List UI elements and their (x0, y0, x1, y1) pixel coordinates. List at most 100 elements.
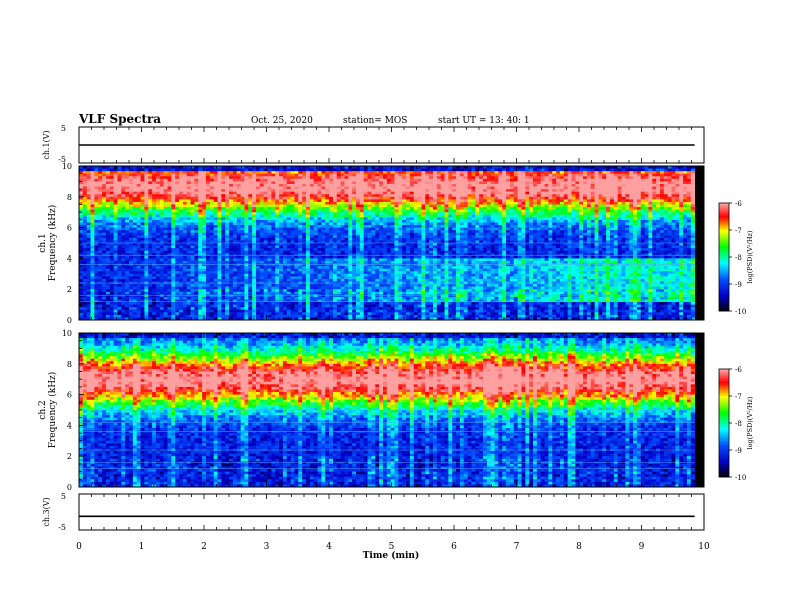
spectrogram-cell (286, 248, 292, 252)
spectrogram-cell (248, 243, 253, 246)
spectrogram-cell (198, 243, 203, 246)
spectrogram-cell (179, 314, 184, 318)
spectrogram-cell (236, 268, 241, 272)
spectrogram-cell (86, 253, 91, 257)
spectrogram-cell (248, 176, 253, 180)
spectrogram-cell (140, 189, 145, 193)
spectrogram-cell (98, 248, 103, 252)
spectrogram-cell (275, 271, 280, 275)
spectrogram-cell (229, 250, 234, 254)
spectrogram-cell (144, 291, 149, 295)
spectrogram-cell (217, 232, 222, 236)
spectrogram-cell (325, 186, 330, 190)
spectrogram-cell (217, 186, 222, 190)
spectrogram-cell (229, 222, 234, 226)
spectrogram-cell (279, 207, 284, 211)
spectrogram-cell (136, 289, 141, 293)
spectrogram-cell (279, 212, 284, 216)
spectrogram-cell (225, 268, 230, 272)
spectrogram-cell (117, 181, 122, 185)
spectrogram-cell (348, 212, 353, 216)
spectrogram-cell (159, 166, 165, 169)
spectrogram-cell (332, 278, 338, 282)
spectrogram-cell (298, 260, 303, 264)
spectrogram-cell (252, 207, 257, 211)
spectrogram-cell (252, 212, 257, 216)
spectrogram-cell (98, 304, 103, 308)
spectrogram-cell (175, 271, 180, 275)
spectrogram-cell (202, 207, 207, 211)
spectrogram-cell (348, 230, 353, 234)
spectrogram-cell (359, 199, 365, 203)
spectrogram-cell (213, 191, 218, 195)
spectrogram-cell (248, 266, 253, 270)
spectrogram-cell (298, 263, 303, 267)
spectrogram-cell (271, 212, 276, 216)
spectrogram-cell (309, 217, 315, 221)
spectrogram-cell (217, 225, 222, 228)
spectrogram-cell (240, 240, 245, 244)
spectrogram-cell (221, 212, 226, 216)
spectrogram-cell (240, 212, 245, 216)
spectrogram-cell (163, 304, 168, 308)
spectrogram-cell (248, 304, 253, 308)
spectrogram-cell (148, 166, 153, 169)
spectrogram-cell (140, 286, 145, 290)
spectrogram-cell (252, 240, 257, 244)
spectrogram-cell (348, 286, 353, 290)
spectrogram-cell (190, 225, 195, 228)
spectrogram-cell (317, 183, 322, 187)
spectrogram-cell (286, 183, 292, 187)
spectrogram-cell (306, 271, 311, 275)
spectrogram-cell (302, 199, 307, 203)
spectrogram-cell (359, 166, 365, 169)
spectrogram-cell (306, 317, 311, 321)
spectrogram-cell (132, 237, 138, 241)
spectrogram-cell (217, 268, 222, 272)
spectrogram-cell (121, 178, 126, 182)
spectrogram-cell (152, 250, 157, 254)
spectrogram-cell (279, 219, 284, 223)
spectrogram-cell (82, 314, 88, 318)
spectrogram-cell (90, 260, 95, 264)
spectrogram-cell (205, 243, 211, 246)
spectrogram-cell (294, 312, 299, 316)
spectrogram-cell (171, 222, 176, 226)
spectrogram-cell (259, 240, 265, 244)
spectrogram-cell (205, 181, 211, 185)
spectrogram-cell (159, 235, 165, 239)
spectrogram-cell (386, 222, 392, 226)
spectrogram-cell (240, 268, 245, 272)
spectrogram-cell (186, 173, 191, 177)
spectrogram-cell (202, 189, 207, 193)
spectrogram-cell (313, 212, 318, 216)
spectrogram-cell (144, 199, 149, 203)
spectrogram-cell (79, 289, 84, 293)
spectrogram-cell (175, 291, 180, 295)
spectrogram-cell (79, 214, 84, 218)
spectrogram-cell (175, 227, 180, 231)
spectrogram-cell (217, 302, 222, 305)
spectrogram-cell (275, 266, 280, 270)
spectrogram-cell (182, 209, 188, 213)
spectrogram-cell (155, 260, 161, 264)
spectrogram-cell (205, 263, 211, 267)
spectrogram-cell (359, 291, 365, 295)
spectrogram-cell (102, 194, 107, 198)
spectrogram-cell (286, 278, 292, 282)
spectrogram-cell (275, 307, 280, 311)
spectrogram-cell (340, 268, 345, 272)
spectrogram-cell (229, 207, 234, 211)
spectrogram-cell (217, 260, 222, 264)
spectrogram-cell (356, 278, 361, 282)
spectrogram-cell (329, 289, 334, 293)
spectrogram-cell (290, 260, 295, 264)
spectrogram-cell (344, 237, 349, 241)
spectrogram-cell (375, 201, 380, 205)
spectrogram-cell (244, 214, 249, 218)
spectrogram-cell (321, 302, 326, 305)
spectrogram-cell (290, 258, 295, 262)
spectrogram-cell (329, 230, 334, 234)
spectrogram-cell (109, 302, 115, 305)
spectrogram-cell (252, 194, 257, 198)
